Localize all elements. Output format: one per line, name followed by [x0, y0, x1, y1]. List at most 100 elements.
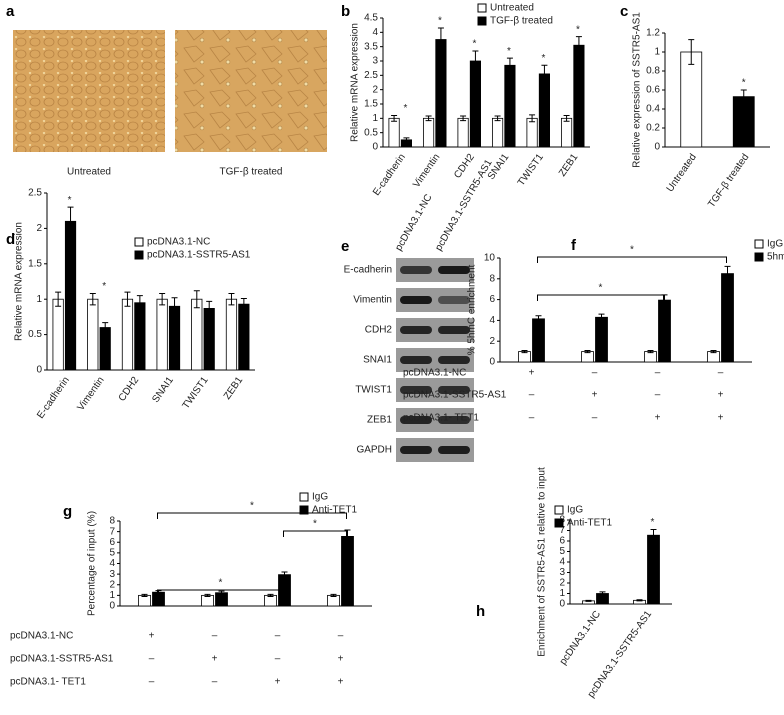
legend-label: 5hmC [767, 252, 784, 263]
y-axis-label: Relative expression of SSTR5-AS1 [632, 12, 643, 168]
x-tick-label: E-cadherin [35, 375, 72, 421]
blot-band [400, 296, 432, 304]
bar [644, 351, 657, 363]
legend-swatch [299, 505, 309, 515]
bar [99, 327, 111, 371]
condition-sign: – [338, 631, 344, 642]
bar [581, 351, 594, 363]
significance: * [651, 517, 655, 528]
x-tick-label: TWIST1 [181, 375, 211, 412]
bar [168, 305, 181, 371]
bar [264, 594, 277, 607]
y-tick-label: 6 [489, 294, 495, 305]
y-tick-label: 5 [109, 548, 115, 559]
condition-sign: + [338, 677, 344, 688]
significance: * [576, 24, 580, 35]
y-tick-label: 2 [559, 578, 565, 589]
y-axis-label: Percentage of input (%) [87, 511, 98, 616]
condition-sign: – [529, 390, 535, 401]
panel-letter: b [341, 3, 350, 20]
error-bar [575, 36, 582, 55]
error-bar [425, 115, 432, 122]
condition-sign: – [275, 654, 281, 665]
legend-label: IgG [312, 492, 328, 503]
condition-sign: + [338, 654, 344, 665]
bracket-label: * [599, 283, 603, 294]
legend-label: pcDNA3.1-NC [147, 237, 210, 248]
bar [707, 351, 720, 363]
bar [680, 51, 703, 148]
error-bar [521, 350, 528, 354]
protein-label: E-cadherin [344, 265, 392, 276]
x-tick-label: E-cadherin [371, 152, 408, 198]
significance: * [102, 281, 106, 292]
condition-label: pcDNA3.1-SSTR5-AS1 [403, 390, 507, 401]
panel-letter: c [620, 3, 628, 20]
y-axis-label: Enrichment of SSTR5-AS1 relative to inpu… [537, 467, 548, 657]
error-bar [647, 350, 654, 354]
error-bar [688, 39, 695, 65]
bar [435, 39, 447, 148]
condition-sign: + [275, 677, 281, 688]
legend-label: TGF-β treated [490, 16, 553, 27]
bar [52, 298, 64, 371]
y-tick-label: 0.6 [646, 85, 660, 96]
protein-label: Vimentin [353, 295, 392, 306]
y-tick-label: 0 [109, 601, 115, 612]
bracket [537, 294, 664, 301]
legend-swatch [134, 250, 144, 260]
y-tick-label: 0 [654, 142, 660, 153]
panel-letter: d [6, 231, 15, 248]
bar [422, 117, 435, 148]
error-bar [281, 571, 288, 578]
micrograph [13, 30, 165, 152]
error-bar [159, 293, 166, 306]
y-tick-label: 1.5 [28, 258, 42, 269]
y-tick-label: 1 [36, 294, 42, 305]
x-tick-label: TGF-β treated [706, 152, 751, 210]
x-tick-label: ZEB1 [222, 375, 246, 402]
x-tick-label: Vimentin [75, 375, 106, 413]
error-bar [330, 593, 337, 597]
bracket [157, 512, 347, 519]
y-tick-label: 1 [372, 113, 378, 124]
error-bar [584, 350, 591, 354]
condition-label: pcDNA3.1- TET1 [403, 413, 479, 424]
bar [238, 303, 250, 371]
error-bar [529, 114, 536, 123]
error-bar [67, 206, 74, 236]
panel-letter: e [341, 238, 349, 255]
legend-label: pcDNA3.1-SSTR5-AS1 [147, 250, 251, 261]
error-bar [89, 293, 96, 306]
condition-sign: + [529, 368, 535, 379]
error-bar [535, 315, 542, 323]
y-tick-label: 7 [109, 526, 115, 537]
error-bar [636, 599, 643, 602]
protein-label: TWIST1 [355, 385, 392, 396]
error-bar [403, 137, 410, 143]
bar [732, 96, 755, 148]
legend-swatch [477, 3, 487, 13]
y-tick-label: 2 [36, 223, 42, 234]
bar [595, 316, 608, 363]
error-bar [102, 322, 109, 333]
image-caption: Untreated [67, 167, 111, 178]
condition-sign: – [592, 368, 598, 379]
condition-sign: – [275, 631, 281, 642]
y-axis-label: Relative mRNA expression [350, 23, 361, 142]
y-tick-label: 4 [489, 315, 495, 326]
condition-label: pcDNA3.1- TET1 [10, 677, 86, 688]
blot-band [400, 326, 432, 334]
bar [658, 299, 671, 363]
image-caption: TGF-β treated [220, 167, 283, 178]
bar [518, 351, 531, 363]
y-tick-label: 2 [372, 84, 378, 95]
blot-band [438, 386, 470, 394]
bar [138, 594, 151, 607]
bar [647, 534, 660, 605]
lane-label: pcDNA3.1-NC [393, 192, 434, 252]
blot-band [438, 266, 470, 274]
condition-sign: – [212, 677, 218, 688]
condition-label: pcDNA3.1-NC [10, 631, 73, 642]
